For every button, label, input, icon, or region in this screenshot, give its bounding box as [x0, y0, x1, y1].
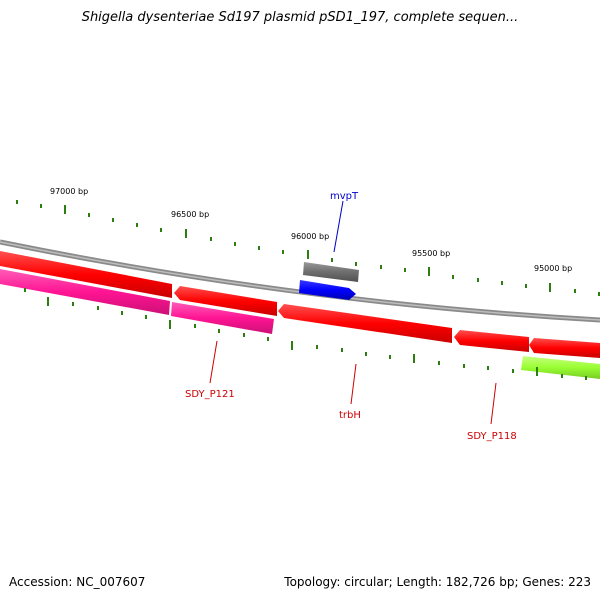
cds-red-2[interactable] [174, 286, 277, 316]
gene-label-SDY_P121[interactable]: SDY_P121 [185, 389, 235, 400]
gray-feature [303, 262, 359, 282]
leader-line-SDY_P121 [209, 340, 218, 384]
ruler-label: 95000 bp [534, 264, 572, 273]
cds-red-3[interactable] [278, 304, 452, 343]
cds-red-5[interactable] [529, 338, 600, 358]
cds-red-4[interactable] [454, 330, 529, 352]
leader-line-SDY_P118 [490, 382, 497, 425]
gene-labels: mvpT SDY_P121 trbH SDY_P118 [185, 191, 517, 442]
gene-label-trbH[interactable]: trbH [339, 410, 361, 421]
accession-text: Accession: NC_007607 [9, 575, 146, 589]
green-feature[interactable] [521, 356, 600, 379]
inner-ticks [24, 288, 587, 380]
cds-red-1[interactable] [0, 251, 172, 298]
gene-label-SDY_P118[interactable]: SDY_P118 [467, 431, 517, 442]
cds-pink-1[interactable] [0, 269, 170, 315]
cds-pink-2[interactable] [171, 302, 274, 334]
outer-ticks [16, 200, 600, 296]
ruler-label: 97000 bp [50, 187, 88, 196]
leader-line-mvpT [333, 200, 344, 253]
ruler-label: 96000 bp [291, 232, 329, 241]
map-title: Shigella dysenteriae Sd197 plasmid pSD1_… [81, 10, 519, 25]
gene-label-mvpT[interactable]: mvpT [330, 191, 359, 202]
ruler-label: 96500 bp [171, 210, 209, 219]
ruler-labels: 97000 bp 96500 bp 96000 bp 95500 bp 9500… [50, 187, 572, 273]
leader-line-trbH [350, 363, 357, 405]
ruler-label: 95500 bp [412, 249, 450, 258]
mvpT-gene[interactable] [299, 280, 356, 300]
summary-text: Topology: circular; Length: 182,726 bp; … [284, 575, 591, 589]
